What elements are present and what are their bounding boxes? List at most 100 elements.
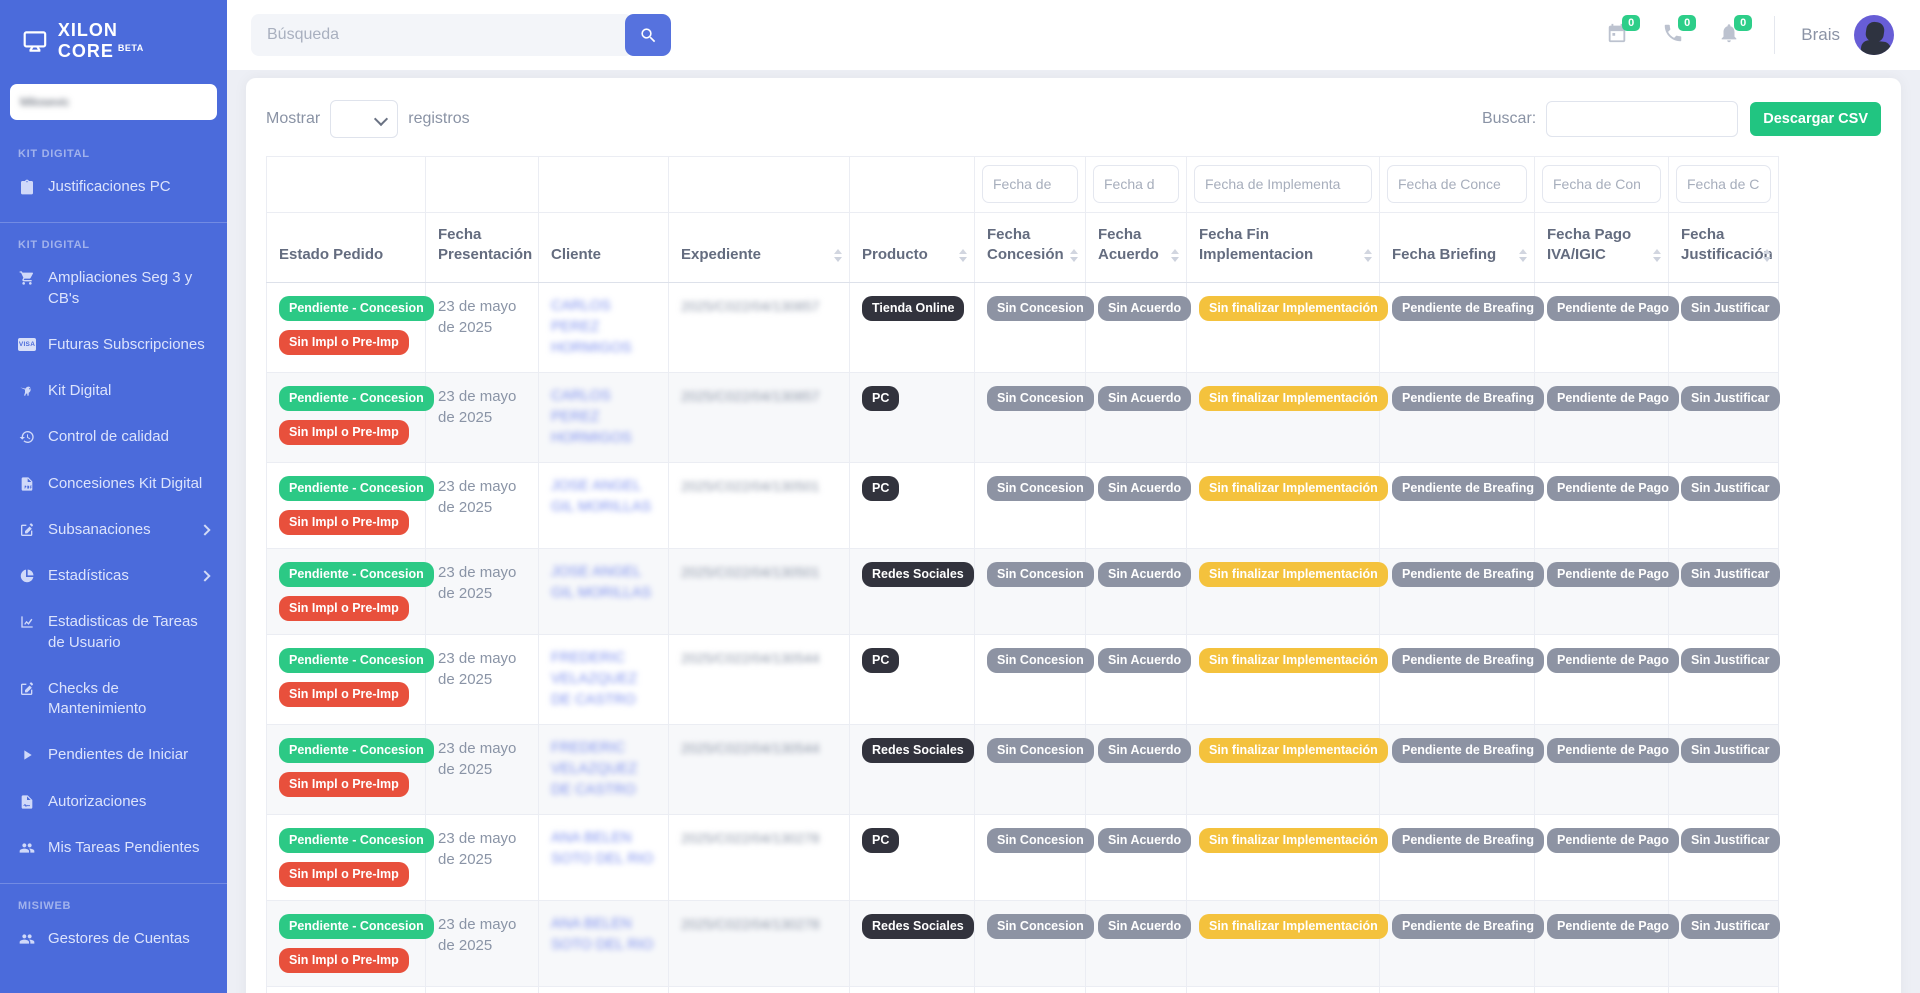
column-header-fecha-fin-implementacion[interactable]: Fecha Fin Implementacion: [1186, 212, 1380, 283]
cell-cliente[interactable]: ANA BELEN SOTO DEL RIO: [538, 813, 669, 901]
cell-cliente[interactable]: CARLOS PEREZ HORMIGOS: [538, 371, 669, 463]
badge-pago: Pendiente de Pago: [1547, 475, 1679, 501]
badge-acuerdo: Sin Acuerdo: [1098, 827, 1192, 853]
cliente-link-blurred[interactable]: JOSE ANGEL GIL MORILLAS: [551, 563, 652, 601]
sidebar-item-concesiones-kit-digital[interactable]: Concesiones Kit Digital: [0, 461, 227, 507]
cell-acuerdo: Sin Acuerdo: [1085, 547, 1192, 635]
cell-concesion: Sin Concesion: [974, 281, 1094, 373]
badge-acuerdo: Sin Acuerdo: [1098, 913, 1192, 939]
cell-cliente[interactable]: FREDERIC VELAZQUEZ DE CASTRO: [538, 723, 669, 815]
sidebar-item-kit-digital[interactable]: Kit Digital: [0, 368, 227, 414]
cell-cliente[interactable]: JOSE ANGEL GIL MORILLAS: [538, 547, 669, 635]
badge-estado: Pendiente - Concesion: [279, 295, 434, 321]
filter-cell: [425, 156, 539, 213]
sidebar-item-gestores-de-cuentas[interactable]: Gestores de Cuentas: [0, 916, 227, 962]
sidebar-item-checks-de-mantenimiento[interactable]: Checks de Mantenimiento: [0, 666, 227, 733]
cell-cliente[interactable]: JOSE ANGEL GIL MORILLAS: [538, 461, 669, 549]
sidebar-quick-search-input[interactable]: Milosevic: [10, 84, 217, 120]
topbar-divider: [1774, 16, 1776, 54]
phone-notification-button[interactable]: 0: [1662, 14, 1697, 49]
cell-pago: Pendiente de Pago: [1534, 813, 1679, 901]
column-header-cliente: Cliente: [538, 212, 669, 283]
search-icon: [640, 27, 655, 42]
badge-pago: Pendiente de Pago: [1547, 385, 1679, 411]
table-search-group: Buscar: Descargar CSV: [1482, 101, 1881, 137]
cliente-link-blurred[interactable]: ANA BELEN SOTO DEL RIO: [551, 915, 654, 953]
badge-implementacion: Sin finalizar Implementación: [1199, 913, 1388, 939]
cell-pago: Pendiente de Pago: [1534, 633, 1679, 725]
cell-concesion: Sin Concesion: [974, 371, 1094, 463]
filter-cell: [1534, 156, 1669, 213]
cell-briefing: Pendiente de Breafing: [1379, 633, 1544, 725]
sidebar-item-control-de-calidad[interactable]: Control de calidad: [0, 414, 227, 460]
badge-justificacion: Sin Justificar: [1681, 737, 1780, 763]
badge-implementacion: Sin finalizar Implementación: [1199, 737, 1388, 763]
count-badge: 0: [1678, 14, 1697, 31]
sidebar-item-futuras-subscripciones[interactable]: VISA Futuras Subscripciones: [0, 322, 227, 368]
sidebar-item-pendientes-de-iniciar[interactable]: Pendientes de Iniciar: [0, 732, 227, 778]
badge-implementacion: Sin finalizar Implementación: [1199, 827, 1388, 853]
badge-justificacion: Sin Justificar: [1681, 913, 1780, 939]
badge-briefing: Pendiente de Breafing: [1392, 737, 1544, 763]
sort-arrows-icon: [1070, 248, 1078, 262]
badge-pago: Pendiente de Pago: [1547, 827, 1679, 853]
cell-implementacion: Sin finalizar Implementación: [1186, 633, 1388, 725]
cliente-link-blurred[interactable]: CARLOS PEREZ HORMIGOS: [551, 387, 632, 446]
sidebar-item-autorizaciones[interactable]: Autorizaciones: [0, 779, 227, 825]
badge-pago: Pendiente de Pago: [1547, 647, 1679, 673]
cell-cliente[interactable]: LUCIA CONSULTORES ASOCIADOS: [538, 985, 669, 993]
chevron-right-icon: [199, 570, 211, 582]
cell-cliente[interactable]: CARLOS PEREZ HORMIGOS: [538, 281, 669, 373]
bell-icon: [1718, 23, 1740, 48]
sidebar-item-justificaciones-pc[interactable]: Justificaciones PC: [0, 164, 227, 210]
sidebar-item-label: Mis Tareas Pendientes: [48, 838, 200, 856]
column-filter-input[interactable]: [982, 165, 1078, 203]
avatar[interactable]: [1854, 15, 1894, 55]
calendar-notification-button[interactable]: 0: [1606, 14, 1641, 49]
column-filter-input[interactable]: [1093, 165, 1179, 203]
expediente-value-blurred: 2025/C022/04/130857: [681, 387, 820, 404]
sidebar: XILON CORE BETA Milosevic KIT DIGITAL Just…: [0, 0, 227, 993]
sidebar-item-estad-sticas[interactable]: Estadísticas: [0, 553, 227, 599]
column-filter-input[interactable]: [1194, 165, 1372, 203]
cell-cliente[interactable]: ANA BELEN SOTO DEL RIO: [538, 899, 669, 987]
badge-implementacion: Sin finalizar Implementación: [1199, 561, 1388, 587]
column-filter-input[interactable]: [1387, 165, 1527, 203]
column-header-fecha-pago-iva-igic[interactable]: Fecha Pago IVA/IGIC: [1534, 212, 1669, 283]
table-search-input[interactable]: [1546, 101, 1739, 137]
badge-concesion: Sin Concesion: [987, 475, 1094, 501]
cliente-link-blurred[interactable]: JOSE ANGEL GIL MORILLAS: [551, 477, 652, 515]
sidebar-item-subsanaciones[interactable]: Subsanaciones: [0, 507, 227, 553]
brand-name: XILON CORE: [57, 20, 118, 61]
column-header-fecha-justificaci-n[interactable]: Fecha Justificación: [1668, 212, 1779, 283]
cell-fecha-presentacion: 23 de mayo de 2025: [425, 371, 539, 463]
column-header-fecha-briefing[interactable]: Fecha Briefing: [1379, 212, 1535, 283]
cell-concesion: Sin Concesion: [974, 547, 1094, 635]
column-header-fecha-acuerdo[interactable]: Fecha Acuerdo: [1085, 212, 1187, 283]
column-filter-input[interactable]: [1542, 165, 1661, 203]
column-header-label: Fecha Concesión: [987, 226, 1064, 264]
cell-producto: PC: [849, 813, 975, 901]
cliente-link-blurred[interactable]: CARLOS PEREZ HORMIGOS: [551, 297, 632, 356]
column-header-fecha-concesi-n[interactable]: Fecha Concesión: [974, 212, 1086, 283]
cliente-link-blurred[interactable]: FREDERIC VELAZQUEZ DE CASTRO: [551, 649, 638, 708]
page-length-select[interactable]: [330, 100, 399, 138]
column-header-expediente[interactable]: Expediente: [668, 212, 850, 283]
column-filter-input[interactable]: [1676, 165, 1771, 203]
bell-notification-button[interactable]: 0: [1718, 14, 1753, 49]
sidebar-item-ampliaciones-seg-3-y-cb-s[interactable]: Ampliaciones Seg 3 y CB's: [0, 255, 227, 322]
download-csv-button[interactable]: Descargar CSV: [1750, 102, 1881, 136]
global-search-button[interactable]: [625, 14, 671, 56]
global-search-input[interactable]: [251, 14, 633, 56]
cliente-link-blurred[interactable]: FREDERIC VELAZQUEZ DE CASTRO: [551, 739, 638, 798]
page-length-select-wrap: [330, 100, 399, 138]
cliente-link-blurred[interactable]: ANA BELEN SOTO DEL RIO: [551, 829, 654, 867]
cell-cliente[interactable]: FREDERIC VELAZQUEZ DE CASTRO: [538, 633, 669, 725]
sidebar-item-estadisticas-de-tareas-de-usuario[interactable]: Estadisticas de Tareas de Usuario: [0, 599, 227, 666]
sidebar-item-mis-tareas-pendientes[interactable]: Mis Tareas Pendientes: [0, 825, 227, 871]
cell-fecha-presentacion: 23 de mayo de 2025: [425, 461, 539, 549]
column-header-producto[interactable]: Producto: [849, 212, 975, 283]
expediente-value-blurred: 2025/C022/04/130544: [681, 739, 820, 756]
